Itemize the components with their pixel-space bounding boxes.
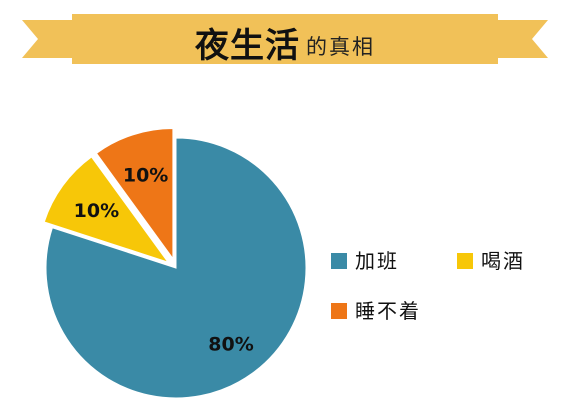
legend-label-2: 喝酒 (481, 249, 525, 273)
pie-labels: 80% 10%10% (74, 164, 254, 355)
banner-left-ribbon (22, 20, 78, 58)
pie-slice-2 (43, 156, 170, 264)
banner-body (72, 14, 498, 64)
banner-right-ribbon (492, 20, 548, 58)
title-banner (22, 14, 548, 64)
legend-swatch-1 (331, 253, 347, 269)
legend-swatch-3 (331, 303, 347, 319)
slice-label-2: 10% (74, 200, 119, 222)
chart-title: 夜生活 的真相 (0, 18, 570, 66)
legend-swatch-2 (457, 253, 473, 269)
pie-slices (43, 127, 307, 399)
title-sub: 的真相 (306, 35, 375, 59)
slice-label-3: 10% (123, 164, 168, 186)
pie-slice-3 (95, 127, 174, 261)
legend-label-1: 加班 (355, 249, 399, 273)
pie-slice-1 (45, 137, 307, 399)
legend-label-3: 睡不着 (355, 299, 421, 323)
title-main: 夜生活 (195, 25, 300, 66)
slice-label-1: 80% (208, 334, 253, 356)
